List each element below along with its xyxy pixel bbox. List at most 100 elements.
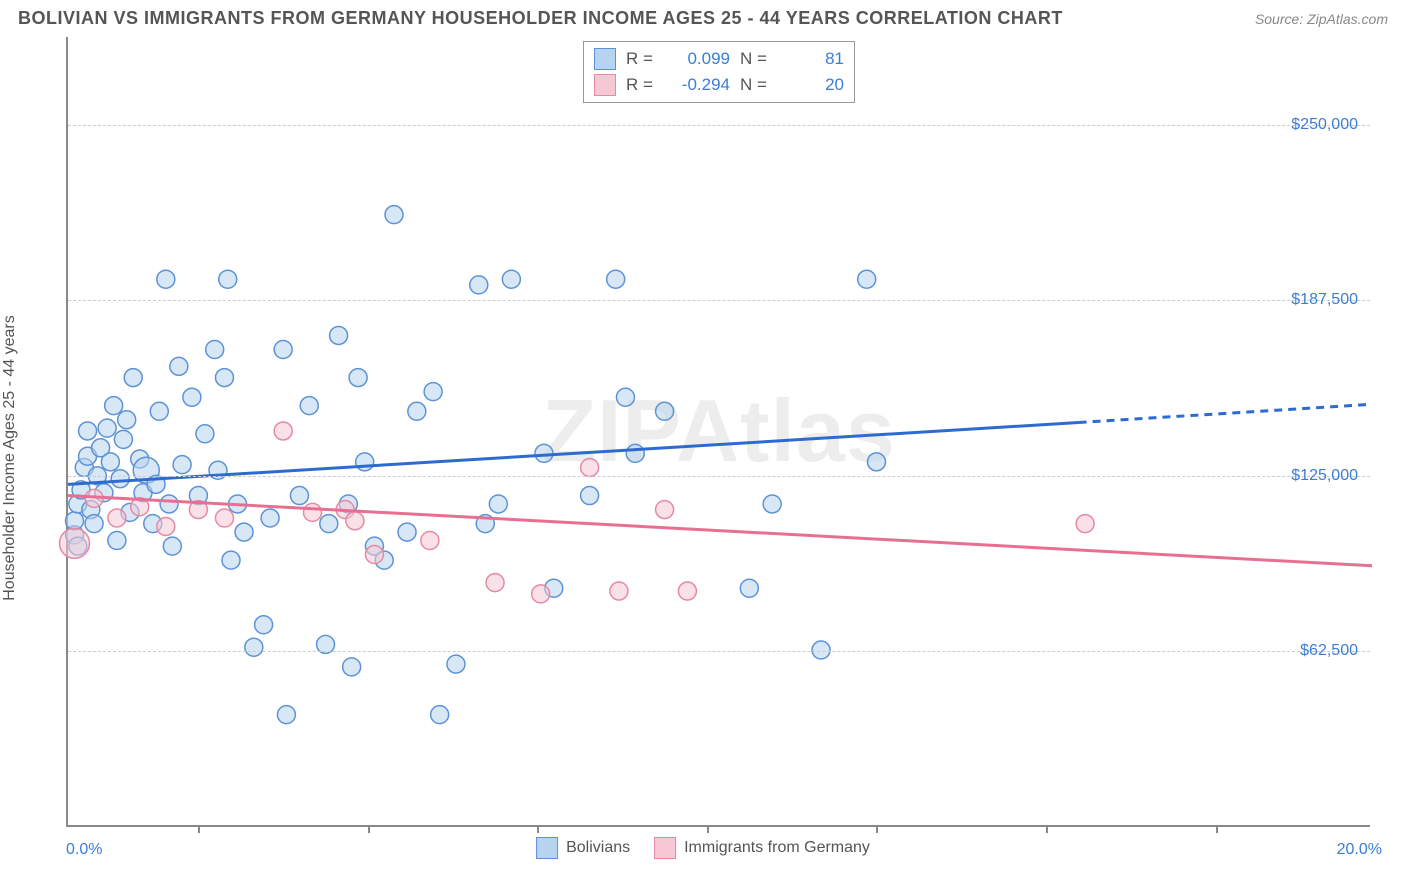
- data-point: [304, 503, 322, 521]
- data-point: [157, 270, 175, 288]
- data-point: [66, 512, 84, 530]
- legend-r-label: R =: [626, 49, 660, 69]
- data-point: [398, 523, 416, 541]
- data-point: [607, 270, 625, 288]
- legend-r-value: -0.294: [670, 75, 730, 95]
- data-point: [101, 453, 119, 471]
- data-point: [215, 509, 233, 527]
- data-point: [656, 501, 674, 519]
- data-point: [616, 388, 634, 406]
- legend-swatch: [594, 48, 616, 70]
- plot-area: ZIPAtlas R =0.099N =81R =-0.294N =20 $62…: [66, 37, 1370, 827]
- data-point: [118, 411, 136, 429]
- data-point: [290, 487, 308, 505]
- data-point: [330, 326, 348, 344]
- gridline-h: [68, 125, 1370, 126]
- data-point: [219, 270, 237, 288]
- data-point: [532, 585, 550, 603]
- data-point: [173, 456, 191, 474]
- chart-wrap: Householder Income Ages 25 - 44 years ZI…: [18, 33, 1388, 882]
- chart-svg: [68, 37, 1372, 827]
- data-point: [111, 470, 129, 488]
- data-point: [812, 641, 830, 659]
- x-tick: [1046, 825, 1048, 833]
- data-point: [489, 495, 507, 513]
- data-point: [277, 706, 295, 724]
- data-point: [656, 402, 674, 420]
- data-point: [183, 388, 201, 406]
- data-point: [150, 402, 168, 420]
- data-point: [740, 579, 758, 597]
- data-point: [365, 546, 383, 564]
- legend-series-item: Bolivians: [536, 837, 630, 859]
- data-point: [447, 655, 465, 673]
- data-point: [431, 706, 449, 724]
- x-tick: [198, 825, 200, 833]
- legend-n-label: N =: [740, 49, 774, 69]
- data-point: [170, 357, 188, 375]
- data-point: [867, 453, 885, 471]
- gridline-h: [68, 651, 1370, 652]
- x-tick: [537, 825, 539, 833]
- data-point: [421, 531, 439, 549]
- data-point: [85, 515, 103, 533]
- data-point: [222, 551, 240, 569]
- legend-n-value: 20: [784, 75, 844, 95]
- data-point: [858, 270, 876, 288]
- data-point: [424, 383, 442, 401]
- legend-swatch: [536, 837, 558, 859]
- trendline-extrapolated: [1079, 404, 1372, 422]
- x-tick: [876, 825, 878, 833]
- x-axis-min-label: 0.0%: [66, 841, 102, 859]
- data-point: [196, 425, 214, 443]
- data-point: [470, 276, 488, 294]
- y-tick-label: $187,500: [1291, 291, 1358, 309]
- data-point: [160, 495, 178, 513]
- x-tick: [1216, 825, 1218, 833]
- data-point: [581, 487, 599, 505]
- legend-correlation-row: R = -0.294 N = 20: [594, 72, 844, 98]
- y-axis-label: Householder Income Ages 25 - 44 years: [1, 315, 19, 601]
- data-point: [245, 638, 263, 656]
- data-point: [678, 582, 696, 600]
- legend-swatch: [594, 74, 616, 96]
- data-point: [60, 528, 90, 558]
- data-point: [157, 517, 175, 535]
- data-point: [300, 397, 318, 415]
- data-point: [163, 537, 181, 555]
- data-point: [274, 340, 292, 358]
- legend-series-label: Immigrants from Germany: [684, 839, 870, 857]
- data-point: [343, 658, 361, 676]
- y-tick-label: $62,500: [1300, 642, 1358, 660]
- data-point: [274, 422, 292, 440]
- data-point: [235, 523, 253, 541]
- chart-header: BOLIVIAN VS IMMIGRANTS FROM GERMANY HOUS…: [0, 0, 1406, 33]
- data-point: [346, 512, 364, 530]
- data-point: [486, 574, 504, 592]
- gridline-h: [68, 300, 1370, 301]
- data-point: [763, 495, 781, 513]
- x-tick: [368, 825, 370, 833]
- data-point: [108, 531, 126, 549]
- legend-n-label: N =: [740, 75, 774, 95]
- trendline: [68, 496, 1372, 566]
- data-point: [108, 509, 126, 527]
- data-point: [626, 444, 644, 462]
- data-point: [105, 397, 123, 415]
- legend-r-value: 0.099: [670, 49, 730, 69]
- legend-correlation-row: R = 0.099 N = 81: [594, 46, 844, 72]
- legend-series-item: Immigrants from Germany: [654, 837, 870, 859]
- x-axis-max-label: 20.0%: [1337, 841, 1382, 859]
- legend-n-value: 81: [784, 49, 844, 69]
- chart-title: BOLIVIAN VS IMMIGRANTS FROM GERMANY HOUS…: [18, 8, 1063, 29]
- legend-series-label: Bolivians: [566, 839, 630, 857]
- data-point: [98, 419, 116, 437]
- data-point: [255, 616, 273, 634]
- data-point: [502, 270, 520, 288]
- data-point: [206, 340, 224, 358]
- legend-r-label: R =: [626, 75, 660, 95]
- y-tick-label: $125,000: [1291, 467, 1358, 485]
- data-point: [610, 582, 628, 600]
- data-point: [261, 509, 279, 527]
- legend-swatch: [654, 837, 676, 859]
